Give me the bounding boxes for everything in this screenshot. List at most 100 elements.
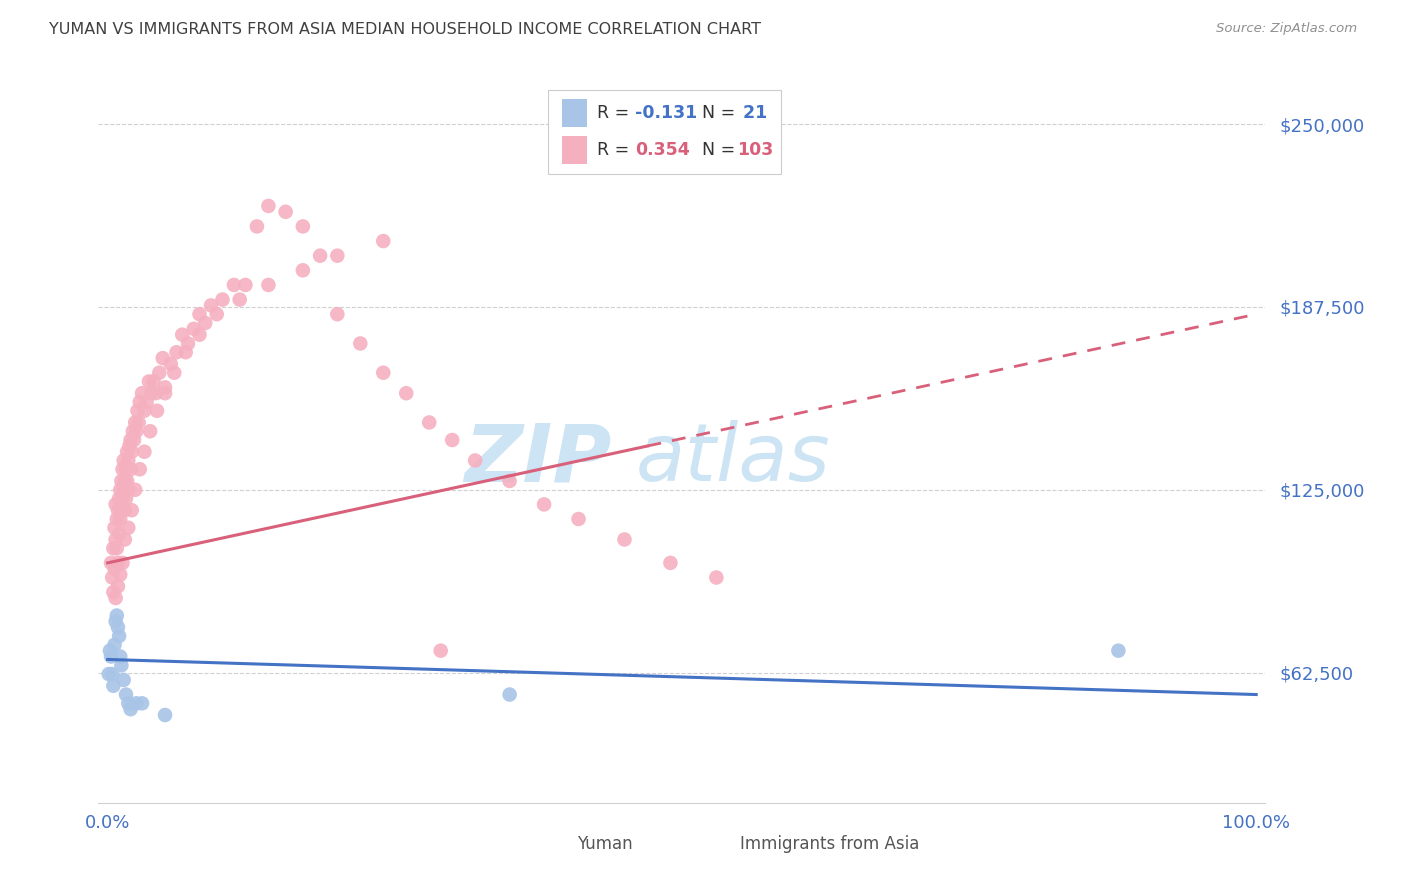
Point — [101, 667, 124, 681]
FancyBboxPatch shape — [562, 136, 588, 163]
Point — [122, 424, 145, 438]
Point — [128, 395, 150, 409]
FancyBboxPatch shape — [562, 99, 588, 127]
Point — [291, 219, 314, 234]
Point — [125, 696, 148, 710]
Point — [533, 497, 555, 511]
Point — [104, 497, 127, 511]
Text: -0.131: -0.131 — [636, 104, 697, 122]
Point — [112, 673, 135, 687]
Point — [235, 277, 257, 292]
Point — [567, 512, 589, 526]
Point — [613, 533, 636, 547]
Text: 0.354: 0.354 — [636, 141, 690, 159]
Point — [200, 298, 222, 312]
Point — [128, 462, 150, 476]
Point — [107, 556, 129, 570]
Point — [257, 277, 280, 292]
Point — [104, 533, 127, 547]
Point — [103, 521, 125, 535]
Point — [349, 336, 371, 351]
Point — [97, 667, 120, 681]
Y-axis label: Median Household Income: Median Household Income — [0, 335, 7, 539]
Text: 103: 103 — [737, 141, 773, 159]
Point — [98, 643, 121, 657]
Point — [139, 424, 162, 438]
Point — [498, 474, 520, 488]
Point — [706, 570, 728, 584]
Point — [103, 638, 125, 652]
Point — [183, 322, 205, 336]
Point — [101, 570, 124, 584]
Point — [188, 307, 211, 321]
Point — [309, 249, 332, 263]
Point — [118, 439, 141, 453]
Point — [373, 366, 395, 380]
Point — [115, 444, 138, 458]
Point — [108, 629, 131, 643]
Point — [134, 403, 156, 417]
Point — [326, 249, 349, 263]
Text: 21: 21 — [737, 104, 768, 122]
Point — [110, 649, 132, 664]
Text: N =: N = — [702, 104, 741, 122]
Point — [291, 263, 314, 277]
Point — [107, 620, 129, 634]
Point — [498, 688, 520, 702]
Point — [274, 204, 297, 219]
Point — [120, 433, 142, 447]
Point — [146, 403, 169, 417]
Point — [117, 521, 139, 535]
Point — [326, 307, 349, 321]
Point — [124, 416, 146, 430]
Text: atlas: atlas — [636, 420, 830, 498]
Point — [127, 403, 149, 417]
Point — [152, 351, 174, 365]
Point — [257, 199, 280, 213]
Point — [100, 556, 122, 570]
FancyBboxPatch shape — [693, 833, 727, 856]
Point — [246, 219, 269, 234]
Point — [128, 416, 150, 430]
Point — [110, 658, 132, 673]
Text: Source: ZipAtlas.com: Source: ZipAtlas.com — [1216, 22, 1357, 36]
Point — [103, 541, 125, 556]
Point — [108, 491, 131, 506]
FancyBboxPatch shape — [548, 90, 782, 174]
Point — [110, 474, 132, 488]
Point — [107, 503, 129, 517]
Point — [105, 608, 128, 623]
Point — [112, 453, 135, 467]
Point — [138, 375, 160, 389]
Text: YUMAN VS IMMIGRANTS FROM ASIA MEDIAN HOUSEHOLD INCOME CORRELATION CHART: YUMAN VS IMMIGRANTS FROM ASIA MEDIAN HOU… — [49, 22, 761, 37]
Point — [111, 491, 134, 506]
Point — [163, 366, 186, 380]
Point — [131, 696, 153, 710]
Point — [115, 474, 138, 488]
Point — [429, 643, 451, 657]
Point — [105, 541, 128, 556]
Point — [125, 424, 148, 438]
Point — [373, 234, 395, 248]
Point — [115, 462, 138, 476]
Point — [117, 453, 139, 467]
Point — [110, 503, 132, 517]
Point — [166, 345, 188, 359]
Point — [153, 386, 176, 401]
Point — [159, 357, 181, 371]
Point — [114, 533, 136, 547]
Point — [121, 444, 143, 458]
Text: N =: N = — [702, 141, 741, 159]
Point — [112, 483, 135, 497]
Point — [177, 336, 200, 351]
Point — [222, 277, 245, 292]
Text: Immigrants from Asia: Immigrants from Asia — [741, 836, 920, 854]
Point — [111, 556, 134, 570]
Point — [1107, 643, 1129, 657]
Point — [441, 433, 464, 447]
Point — [117, 483, 139, 497]
Point — [464, 453, 486, 467]
Point — [103, 585, 125, 599]
Point — [104, 591, 127, 605]
Point — [120, 462, 142, 476]
